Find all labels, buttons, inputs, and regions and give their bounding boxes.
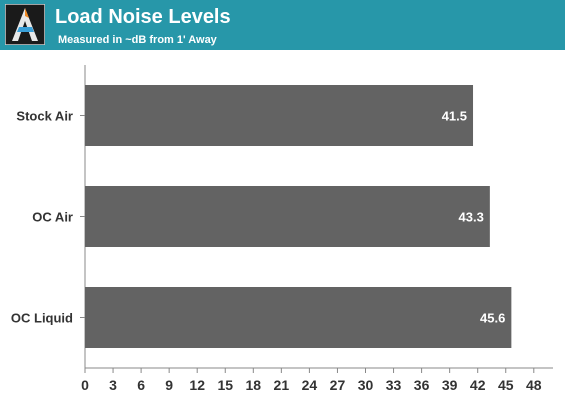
x-tick-label: 6 bbox=[137, 377, 145, 393]
bar-stock-air bbox=[85, 85, 474, 146]
chart-header: Load Noise Levels Measured in ~dB from 1… bbox=[0, 0, 565, 50]
anandtech-logo-icon bbox=[5, 4, 45, 45]
x-tick-label: 48 bbox=[526, 377, 542, 393]
bar-oc-liquid bbox=[85, 287, 512, 348]
bar-oc-air bbox=[85, 186, 490, 247]
x-tick-label: 3 bbox=[109, 377, 117, 393]
chart-title: Load Noise Levels bbox=[55, 6, 231, 28]
x-tick-label: 12 bbox=[189, 377, 205, 393]
chart-subtitle: Measured in ~dB from 1' Away bbox=[58, 34, 217, 46]
x-tick-label: 27 bbox=[330, 377, 346, 393]
x-tick-label: 33 bbox=[386, 377, 402, 393]
x-tick-label: 30 bbox=[358, 377, 374, 393]
x-tick-label: 24 bbox=[302, 377, 318, 393]
category-label: OC Air bbox=[32, 210, 73, 225]
x-tick-label: 45 bbox=[498, 377, 514, 393]
category-label: OC Liquid bbox=[11, 311, 73, 326]
x-tick-label: 42 bbox=[470, 377, 486, 393]
x-tick-label: 21 bbox=[274, 377, 290, 393]
x-tick-label: 18 bbox=[246, 377, 262, 393]
x-tick-label: 15 bbox=[217, 377, 233, 393]
x-tick-label: 39 bbox=[442, 377, 458, 393]
bar-value-label: 45.6 bbox=[480, 311, 505, 326]
bar-value-label: 43.3 bbox=[459, 210, 484, 225]
category-label: Stock Air bbox=[16, 109, 73, 124]
x-tick-label: 9 bbox=[165, 377, 173, 393]
x-tick-label: 0 bbox=[81, 377, 89, 393]
x-tick-label: 36 bbox=[414, 377, 430, 393]
bar-value-label: 41.5 bbox=[442, 109, 467, 124]
